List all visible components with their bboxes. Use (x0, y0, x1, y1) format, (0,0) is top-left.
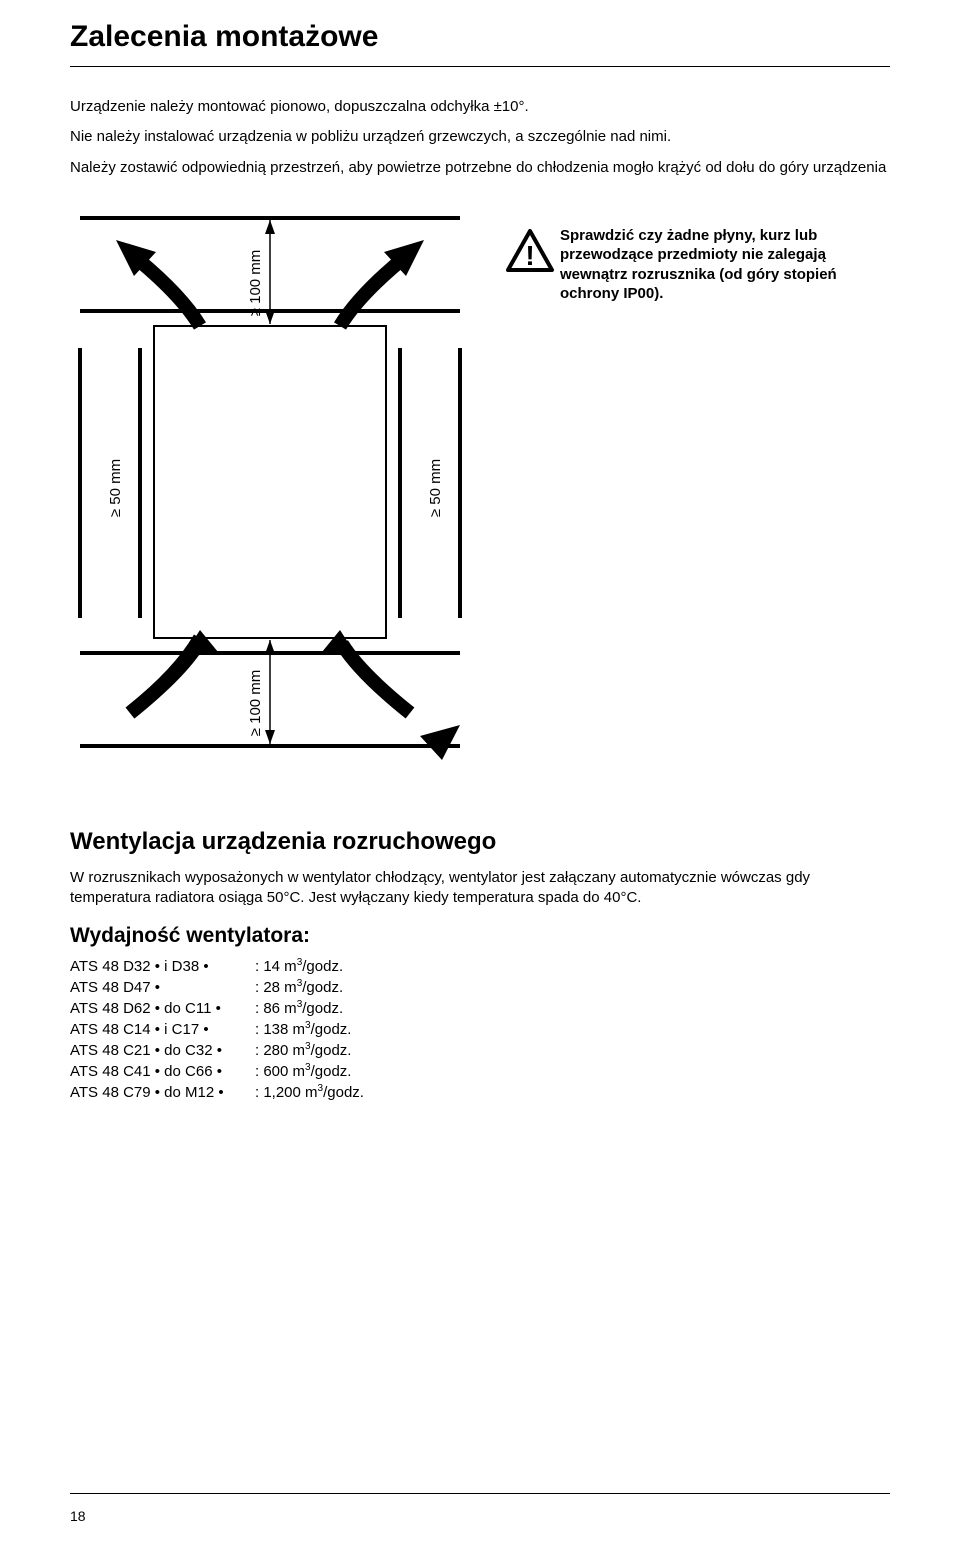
fan-model: ATS 48 C41 • do C66 • (70, 1061, 255, 1082)
warning-text: Sprawdzić czy żadne płyny, kurz lub prze… (560, 226, 860, 304)
ventilation-heading: Wentylacja urządzenia rozruchowego (70, 828, 890, 856)
para-1: Urządzenie należy montować pionowo, dopu… (70, 97, 890, 117)
fan-row: ATS 48 C41 • do C66 •: 600 m3/godz. (70, 1061, 890, 1082)
fan-value: : 138 m3/godz. (255, 1019, 351, 1040)
fan-capacity-heading: Wydajność wentylatora: (70, 924, 890, 948)
fan-row: ATS 48 D47 •: 28 m3/godz. (70, 977, 890, 998)
fan-row: ATS 48 D62 • do C11 •: 86 m3/godz. (70, 998, 890, 1019)
fan-row: ATS 48 C21 • do C32 •: 280 m3/godz. (70, 1040, 890, 1061)
fan-value: : 1,200 m3/godz. (255, 1082, 364, 1103)
fan-value: : 600 m3/godz. (255, 1061, 351, 1082)
para-3: Należy zostawić odpowiednią przestrzeń, … (70, 158, 890, 178)
svg-text:≥ 50 mm: ≥ 50 mm (427, 459, 444, 517)
fan-row: ATS 48 C14 • i C17 •: 138 m3/godz. (70, 1019, 890, 1040)
title-rule (70, 66, 890, 67)
fan-model: ATS 48 D47 • (70, 977, 255, 998)
svg-text:!: ! (525, 240, 534, 271)
page-number: 18 (70, 1508, 86, 1524)
fan-list: ATS 48 D32 • i D38 •: 14 m3/godz. ATS 48… (70, 956, 890, 1103)
fan-value: : 28 m3/godz. (255, 977, 343, 998)
para-4: W rozrusznikach wyposażonych w wentylato… (70, 868, 890, 909)
footer-rule (70, 1493, 890, 1494)
para-2: Nie należy instalować urządzenia w pobli… (70, 127, 890, 147)
svg-text:≥ 100 mm: ≥ 100 mm (247, 249, 264, 316)
fan-value: : 14 m3/godz. (255, 956, 343, 977)
svg-text:≥ 50 mm: ≥ 50 mm (107, 459, 124, 517)
fan-model: ATS 48 C79 • do M12 • (70, 1082, 255, 1103)
fan-row: ATS 48 C79 • do M12 •: 1,200 m3/godz. (70, 1082, 890, 1103)
fan-model: ATS 48 D62 • do C11 • (70, 998, 255, 1019)
fan-value: : 86 m3/godz. (255, 998, 343, 1019)
clearance-diagram: ≥ 100 mm ≥ 50 mm ≥ 50 mm ≥ 100 mm ! Spra… (70, 198, 890, 798)
fan-value: : 280 m3/godz. (255, 1040, 351, 1061)
fan-model: ATS 48 C21 • do C32 • (70, 1040, 255, 1061)
svg-text:≥ 100 mm: ≥ 100 mm (247, 669, 264, 736)
page-title: Zalecenia montażowe (70, 20, 890, 54)
fan-model: ATS 48 D32 • i D38 • (70, 956, 255, 977)
fan-row: ATS 48 D32 • i D38 •: 14 m3/godz. (70, 956, 890, 977)
fan-model: ATS 48 C14 • i C17 • (70, 1019, 255, 1040)
